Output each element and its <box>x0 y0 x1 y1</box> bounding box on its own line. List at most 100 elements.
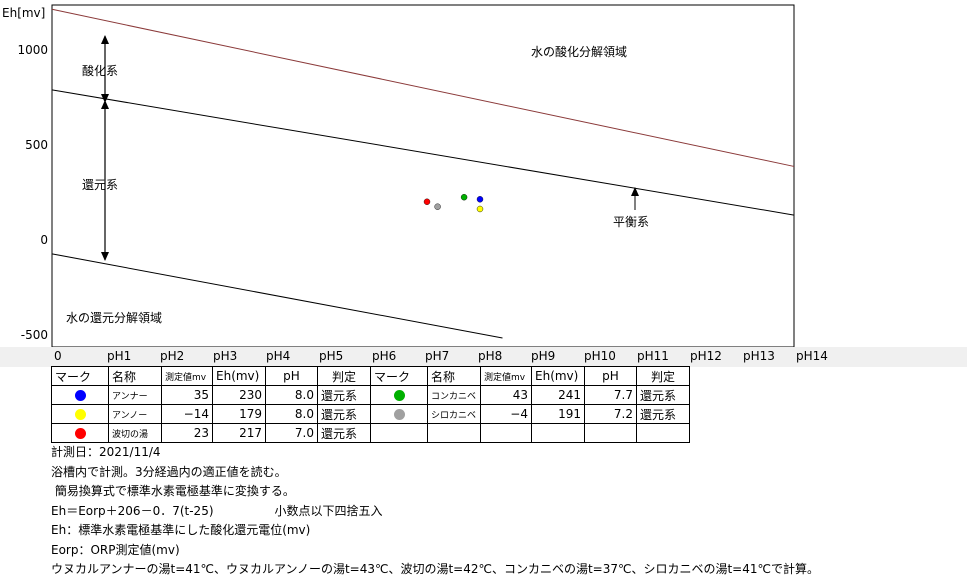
note-line: Eh：標準水素電極基準にした酸化還元電位(mv) <box>51 523 311 537</box>
marker-dot <box>74 409 86 420</box>
x-tick-label: pH9 <box>531 349 556 363</box>
table-cell: −4 <box>480 404 532 424</box>
table-cell: 35 <box>161 385 213 405</box>
table-cell: アンノー <box>108 404 162 424</box>
header-cell: 名称 <box>108 366 162 386</box>
reduction-region-label: 水の還元分解領域 <box>66 310 162 325</box>
table-cell <box>531 423 585 443</box>
table-row: 波切の湯 23 217 7.0 還元系 <box>51 423 690 443</box>
reducing-arrowhead-down <box>101 252 109 261</box>
measurement-table: マーク 名称 測定値mv Eh(mv) pH 判定 マーク 名称 測定値mv E… <box>51 366 690 443</box>
y-tick-label: -500 <box>20 328 48 342</box>
marker-dot <box>74 428 86 439</box>
equilibrium-label: 平衡系 <box>613 215 649 229</box>
table-cell: 8.0 <box>265 385 318 405</box>
reducing-label: 還元系 <box>82 178 118 192</box>
table-cell: 還元系 <box>317 423 371 443</box>
table-cell: 23 <box>161 423 213 443</box>
marker-dot <box>393 409 405 420</box>
table-cell: 還元系 <box>636 385 690 405</box>
plot-frame <box>51 4 795 347</box>
y-tick-label: 0 <box>40 233 48 247</box>
header-cell: マーク <box>51 366 109 386</box>
table-cell: 43 <box>480 385 532 405</box>
marker-dot <box>393 390 405 401</box>
table-cell: 230 <box>212 385 266 405</box>
equilibrium-line <box>51 89 795 216</box>
header-cell: 判定 <box>317 366 371 386</box>
table-cell <box>51 385 109 405</box>
data-point <box>434 203 441 210</box>
data-point <box>476 205 484 213</box>
table-cell: 還元系 <box>636 404 690 424</box>
header-cell: マーク <box>370 366 428 386</box>
table-row: アンナー 35 230 8.0 還元系 コンカニベ 43 241 7.7 還元系 <box>51 385 690 405</box>
table-cell <box>636 423 690 443</box>
table-cell: −14 <box>161 404 213 424</box>
table-cell: 8.0 <box>265 404 318 424</box>
marker-dot <box>74 390 86 401</box>
table-cell <box>370 385 428 405</box>
table-cell: 179 <box>212 404 266 424</box>
x-tick-label: pH12 <box>690 349 722 363</box>
table-row: アンノー −14 179 8.0 還元系 シロカニベ −4 191 7.2 還元系 <box>51 404 690 424</box>
table-cell: 7.2 <box>584 404 637 424</box>
table-cell <box>51 404 109 424</box>
x-tick-label: pH2 <box>160 349 185 363</box>
table-cell <box>51 423 109 443</box>
header-cell: 測定値mv <box>480 366 532 386</box>
header-cell: 測定値mv <box>161 366 213 386</box>
reduction-limit-line <box>51 253 503 339</box>
header-cell: 名称 <box>427 366 481 386</box>
table-cell: 241 <box>531 385 585 405</box>
x-axis-band <box>0 347 967 367</box>
x-tick-label: pH1 <box>107 349 132 363</box>
y-tick-label: 500 <box>25 138 48 152</box>
table-cell: 還元系 <box>317 385 371 405</box>
x-tick-label: pH11 <box>637 349 669 363</box>
data-point <box>423 198 431 205</box>
table-cell: 7.0 <box>265 423 318 443</box>
note-line: 簡易換算式で標準水素電極基準に変換する。 <box>51 484 295 498</box>
data-point <box>476 196 484 203</box>
x-tick-label: pH5 <box>319 349 344 363</box>
table-cell: 191 <box>531 404 585 424</box>
table-cell <box>480 423 532 443</box>
equilibrium-arrowhead <box>631 187 639 196</box>
y-axis-label: Eh[mv] <box>2 6 46 20</box>
x-tick-label: pH3 <box>213 349 238 363</box>
table-header-row: マーク 名称 測定値mv Eh(mv) pH 判定 マーク 名称 測定値mv E… <box>51 366 690 386</box>
header-cell: 判定 <box>636 366 690 386</box>
note-line: 計測日：2021/11/4 <box>51 445 161 459</box>
note-line: Eh＝Eorp＋206－0．7(t-25) 小数点以下四捨五入 <box>51 503 383 518</box>
region-arrows <box>101 35 639 261</box>
header-cell: pH <box>584 366 637 386</box>
x-tick-label: pH7 <box>425 349 450 363</box>
oxidation-limit-line <box>51 8 795 167</box>
table-cell: 7.7 <box>584 385 637 405</box>
x-tick-label: 0 <box>54 349 62 363</box>
note-line: ウヌカルアンナーの湯t=41℃、ウヌカルアンノーの湯t=43℃、波切の湯t=42… <box>51 562 819 576</box>
note-line: 浴槽内で計測。3分経過内の適正値を読む。 <box>51 464 287 479</box>
reducing-arrowhead-up <box>101 100 109 109</box>
oxidizing-arrowhead-up <box>101 35 109 44</box>
x-tick-label: pH6 <box>372 349 397 363</box>
oxidizing-arrowhead-down <box>101 94 109 103</box>
oxidizing-label: 酸化系 <box>82 63 118 78</box>
table-cell: 波切の湯 <box>108 423 162 443</box>
table-cell <box>370 404 428 424</box>
eh-ph-chart: 水の酸化分解領域 水の還元分解領域 酸化系 還元系 平衡系 <box>51 4 795 347</box>
table-cell <box>584 423 637 443</box>
x-tick-label: pH4 <box>266 349 291 363</box>
table-cell: 還元系 <box>317 404 371 424</box>
x-tick-label: pH8 <box>478 349 503 363</box>
oxidation-region-label: 水の酸化分解領域 <box>531 44 627 59</box>
header-cell: pH <box>265 366 318 386</box>
data-point <box>460 194 468 201</box>
table-cell <box>370 423 428 443</box>
y-tick-label: 1000 <box>17 43 48 57</box>
table-cell: 217 <box>212 423 266 443</box>
table-cell: アンナー <box>108 385 162 405</box>
table-cell <box>427 423 481 443</box>
notes: 計測日：2021/11/4 浴槽内で計測。3分経過内の適正値を読む。 簡易換算式… <box>51 443 819 580</box>
